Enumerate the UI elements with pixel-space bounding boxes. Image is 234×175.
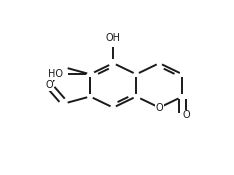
Text: HO: HO	[48, 69, 63, 79]
Text: O: O	[156, 103, 163, 113]
Text: O: O	[45, 80, 53, 90]
Text: O: O	[183, 110, 190, 120]
Text: OH: OH	[106, 33, 121, 43]
